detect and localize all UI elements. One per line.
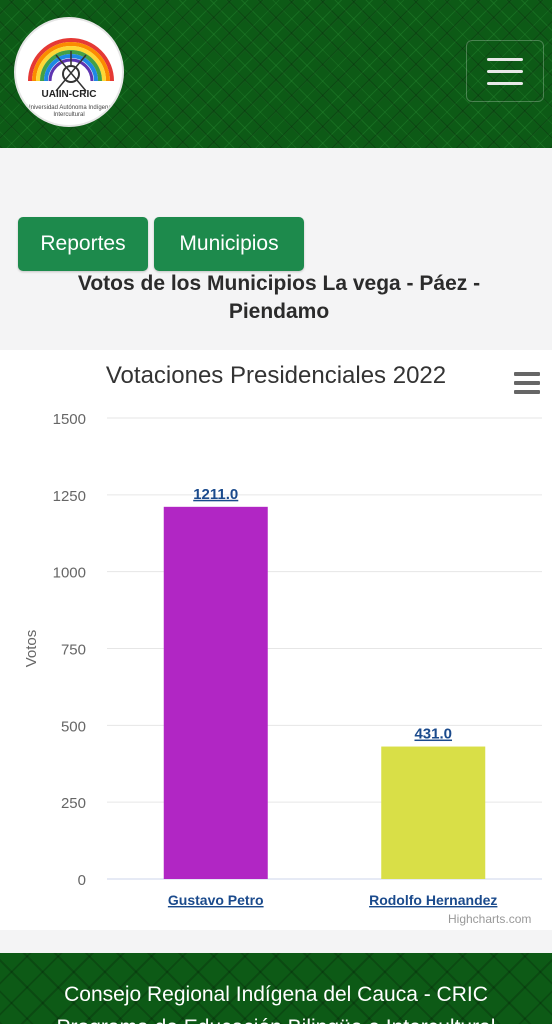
municipios-button[interactable]: Municipios bbox=[154, 217, 304, 271]
reportes-button[interactable]: Reportes bbox=[18, 217, 148, 271]
uaiin-cric-logo[interactable]: UAIIN-CRIC Universidad Autónoma Indígena… bbox=[14, 17, 124, 127]
bar[interactable] bbox=[163, 506, 268, 879]
hamburger-menu-button[interactable] bbox=[466, 40, 544, 102]
chart-context-menu-button[interactable] bbox=[514, 372, 540, 394]
y-tick-label: 750 bbox=[61, 642, 86, 659]
hamburger-bar bbox=[487, 69, 523, 73]
y-tick-label: 500 bbox=[61, 718, 86, 735]
logo-ring-text: Universidad Autónoma Indígena Intercultu… bbox=[26, 105, 112, 118]
site-footer: Consejo Regional Indígena del Cauca - CR… bbox=[0, 953, 552, 1024]
logo-emblem-icon bbox=[28, 38, 114, 92]
bar[interactable] bbox=[381, 746, 486, 879]
bar-chart: 0 250 500 750 1000 1250 1500 Votos 1211.0 Gustavo… bbox=[23, 411, 542, 908]
x-category-label[interactable]: Gustavo Petro bbox=[168, 892, 264, 908]
y-tick-label: 1250 bbox=[53, 488, 86, 505]
chart-menu-bar bbox=[514, 372, 540, 376]
page-title: Votos de los Municipios La vega - Páez -… bbox=[77, 272, 481, 323]
y-tick-label: 1500 bbox=[53, 411, 86, 428]
y-tick-label: 250 bbox=[61, 795, 86, 812]
chart-menu-bar bbox=[514, 390, 540, 394]
data-label: 1211.0 bbox=[193, 486, 238, 503]
chart-credits[interactable]: Highcharts.com bbox=[448, 912, 532, 926]
chart-title: Votaciones Presidenciales 2022 bbox=[105, 362, 447, 389]
y-tick-label: 0 bbox=[78, 872, 86, 889]
x-category-label[interactable]: Rodolfo Hernandez bbox=[369, 892, 497, 908]
chart-menu-bar bbox=[514, 381, 540, 385]
footer-program-name: Programa de Educación Bilingüe e Intercu… bbox=[0, 1016, 552, 1024]
hamburger-bar bbox=[487, 81, 523, 85]
footer-org-name: Consejo Regional Indígena del Cauca - CR… bbox=[64, 983, 488, 1006]
y-axis-title: Votos bbox=[23, 630, 40, 668]
data-label: 431.0 bbox=[414, 726, 452, 743]
y-tick-label: 1000 bbox=[53, 565, 86, 582]
site-header: UAIIN-CRIC Universidad Autónoma Indígena… bbox=[0, 0, 552, 148]
logo-text: UAIIN-CRIC bbox=[41, 89, 97, 100]
hamburger-bar bbox=[487, 57, 523, 61]
